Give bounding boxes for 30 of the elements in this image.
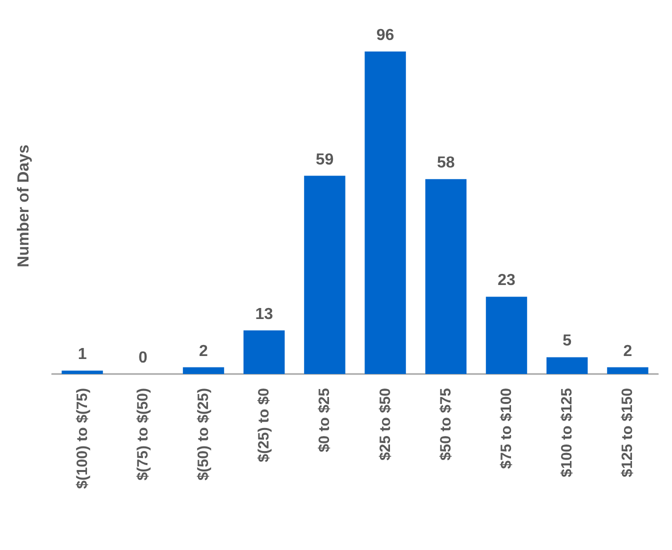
x-tick-label: $(75) to $(50) xyxy=(134,388,152,481)
x-tick-label: $25 to $50 xyxy=(376,388,394,461)
bar xyxy=(425,179,467,374)
data-label: 59 xyxy=(316,151,334,168)
bar xyxy=(546,357,588,374)
x-tick-label: $(25) to $0 xyxy=(256,388,273,462)
y-axis-title: Number of Days xyxy=(16,144,32,268)
bar xyxy=(243,330,285,374)
data-label: 1 xyxy=(78,346,87,364)
x-tick-label: $125 to $150 xyxy=(619,388,636,478)
x-tick-label: $(50) to $(25) xyxy=(195,388,212,481)
x-tick-label: $100 to $125 xyxy=(558,388,576,478)
data-label: 0 xyxy=(138,350,148,366)
bar xyxy=(182,367,224,374)
bar xyxy=(486,296,528,374)
x-tick-label: $0 to $25 xyxy=(316,388,334,452)
bar xyxy=(304,176,346,374)
data-label: 2 xyxy=(623,342,632,360)
data-label: 23 xyxy=(498,272,516,290)
bar xyxy=(364,51,406,374)
data-label: 2 xyxy=(199,342,208,360)
data-label: 58 xyxy=(437,154,455,172)
x-tick-label: $75 to $100 xyxy=(498,388,515,469)
bar xyxy=(607,367,648,374)
x-tick-label: $(100) to $(75) xyxy=(74,388,91,489)
bar xyxy=(62,370,103,374)
data-label: 5 xyxy=(562,332,572,350)
x-tick-label: $50 to $75 xyxy=(437,388,454,461)
data-label: 13 xyxy=(255,306,274,323)
data-label: 96 xyxy=(376,26,394,44)
